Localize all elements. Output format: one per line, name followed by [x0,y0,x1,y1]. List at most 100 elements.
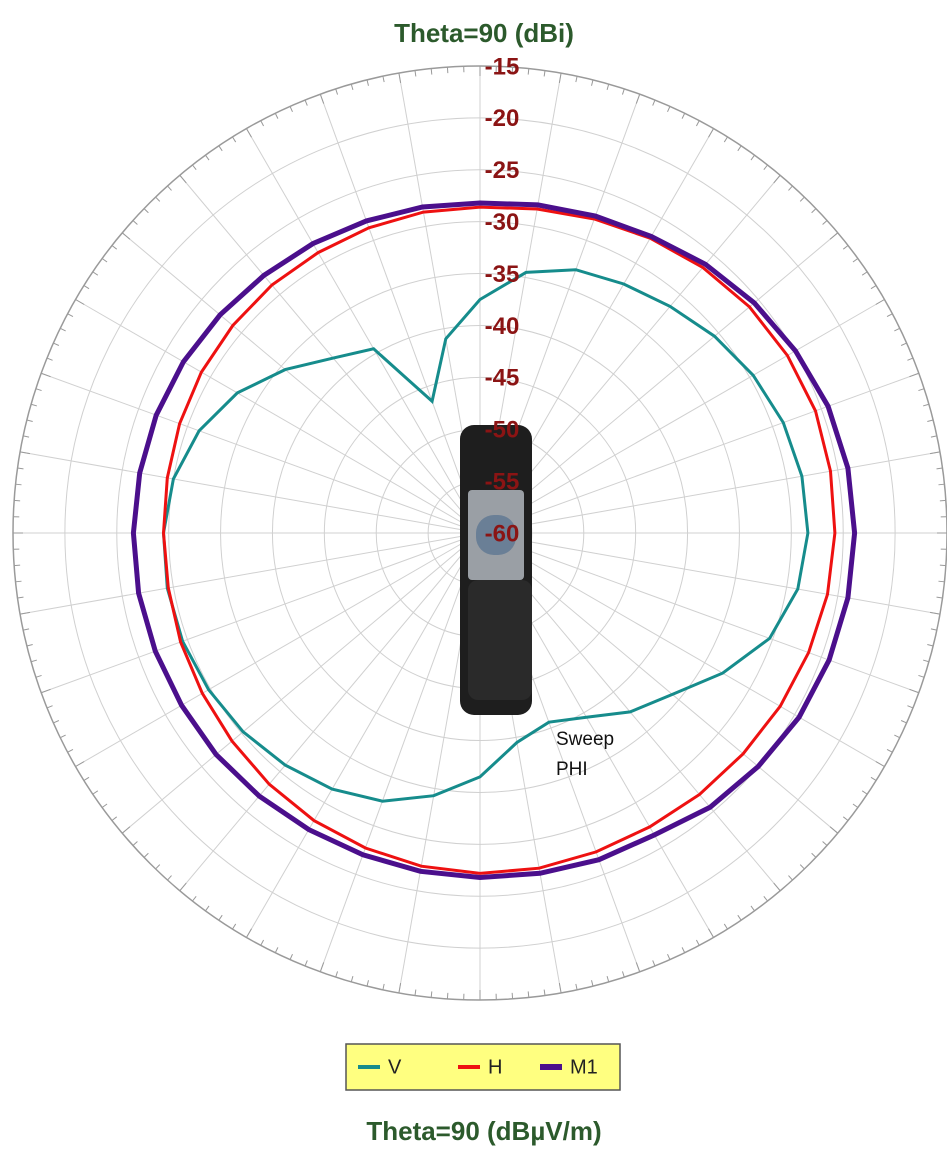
angle-tick [927,645,933,646]
angle-tick [415,990,416,996]
angle-tick [261,121,264,126]
angle-tick [383,984,384,990]
angle-tick [399,983,401,993]
angle-tick [592,80,593,86]
angle-tick [724,137,727,142]
r-tick-label: -30 [485,209,520,236]
angle-tick [528,69,529,75]
angle-tick [53,343,58,345]
angle-tick [261,940,264,945]
angle-tick [351,84,353,90]
angle-tick [843,817,848,821]
chart: Theta=90 (dBi) Sweep PHI VHM1 Theta=90 (… [0,0,947,1171]
angle-tick [351,976,353,982]
angle-tick [68,314,73,317]
angle-tick [931,436,937,437]
r-tick-label: -45 [485,365,520,392]
legend-label: M1 [570,1056,598,1078]
spoke [480,452,940,533]
angle-tick [668,954,670,959]
angle-tick [180,175,186,183]
angle-tick [843,245,848,249]
angle-tick [168,186,172,190]
angle-tick [275,113,278,118]
angle-tick [738,915,741,920]
angle-tick [931,629,937,630]
angle-tick [41,689,50,692]
angle-tick [133,221,137,225]
angle-tick [812,209,816,213]
angle-tick [876,762,885,767]
angle-tick [853,259,858,263]
angle-tick [31,404,37,406]
angle-tick [774,883,780,891]
angle-tick [696,121,699,126]
angle-tick [800,197,804,201]
angle-tick [18,597,24,598]
angle-tick [724,924,727,929]
angle-tick [607,976,609,982]
angle-tick [144,209,148,213]
angle-tick [320,94,323,103]
angle-tick [53,721,58,723]
angle-tick [192,165,196,170]
angle-tick [247,129,252,138]
angle-tick [709,929,714,938]
angle-tick [16,581,22,582]
angle-tick [68,749,73,752]
angle-tick [636,94,639,103]
angle-tick [102,259,107,263]
angle-tick [853,804,858,808]
angle-tick [367,980,368,986]
angle-tick [60,735,65,738]
angle-tick [887,314,892,317]
angle-tick [112,245,117,249]
angle-tick [206,906,210,911]
angle-tick [112,817,117,821]
angle-tick [431,991,432,997]
angle-tick [607,84,609,90]
angle-tick [764,896,768,901]
angle-tick [788,186,792,190]
r-tick-label: -15 [485,53,520,80]
r-tick-label: -55 [485,468,520,495]
angle-tick [894,328,899,331]
angle-tick [84,286,89,289]
angle-tick [938,581,944,582]
angle-tick [907,358,913,360]
angle-tick [36,675,42,677]
angle-tick [788,876,792,880]
r-tick-label: -25 [485,157,520,184]
angle-tick [168,876,172,880]
angle-tick [696,940,699,945]
angle-tick [367,80,368,86]
angle-tick [938,484,944,485]
angle-tick [76,762,85,767]
angle-tick [764,165,768,170]
angle-tick [180,883,186,891]
angle-tick [622,971,624,977]
angle-tick [622,89,624,95]
angle-tick [93,791,98,794]
angle-tick [927,420,933,421]
angle-tick [751,906,755,911]
angle-tick [102,804,107,808]
annotation-line: PHI [556,759,588,780]
angle-tick [653,960,655,966]
angle-tick [823,221,827,225]
angle-tick [290,106,292,111]
angle-tick [76,300,85,305]
angle-tick [559,73,561,83]
angle-tick [431,69,432,75]
angle-tick [399,73,401,83]
angle-tick [290,954,292,959]
angle-tick [544,990,545,996]
angle-tick [47,358,53,360]
angle-tick [871,777,876,780]
angle-tick [709,129,714,138]
angle-tick [206,155,210,160]
angle-tick [682,113,685,118]
spoke [20,533,480,614]
legend-label: V [388,1056,402,1078]
angle-tick [923,660,929,662]
